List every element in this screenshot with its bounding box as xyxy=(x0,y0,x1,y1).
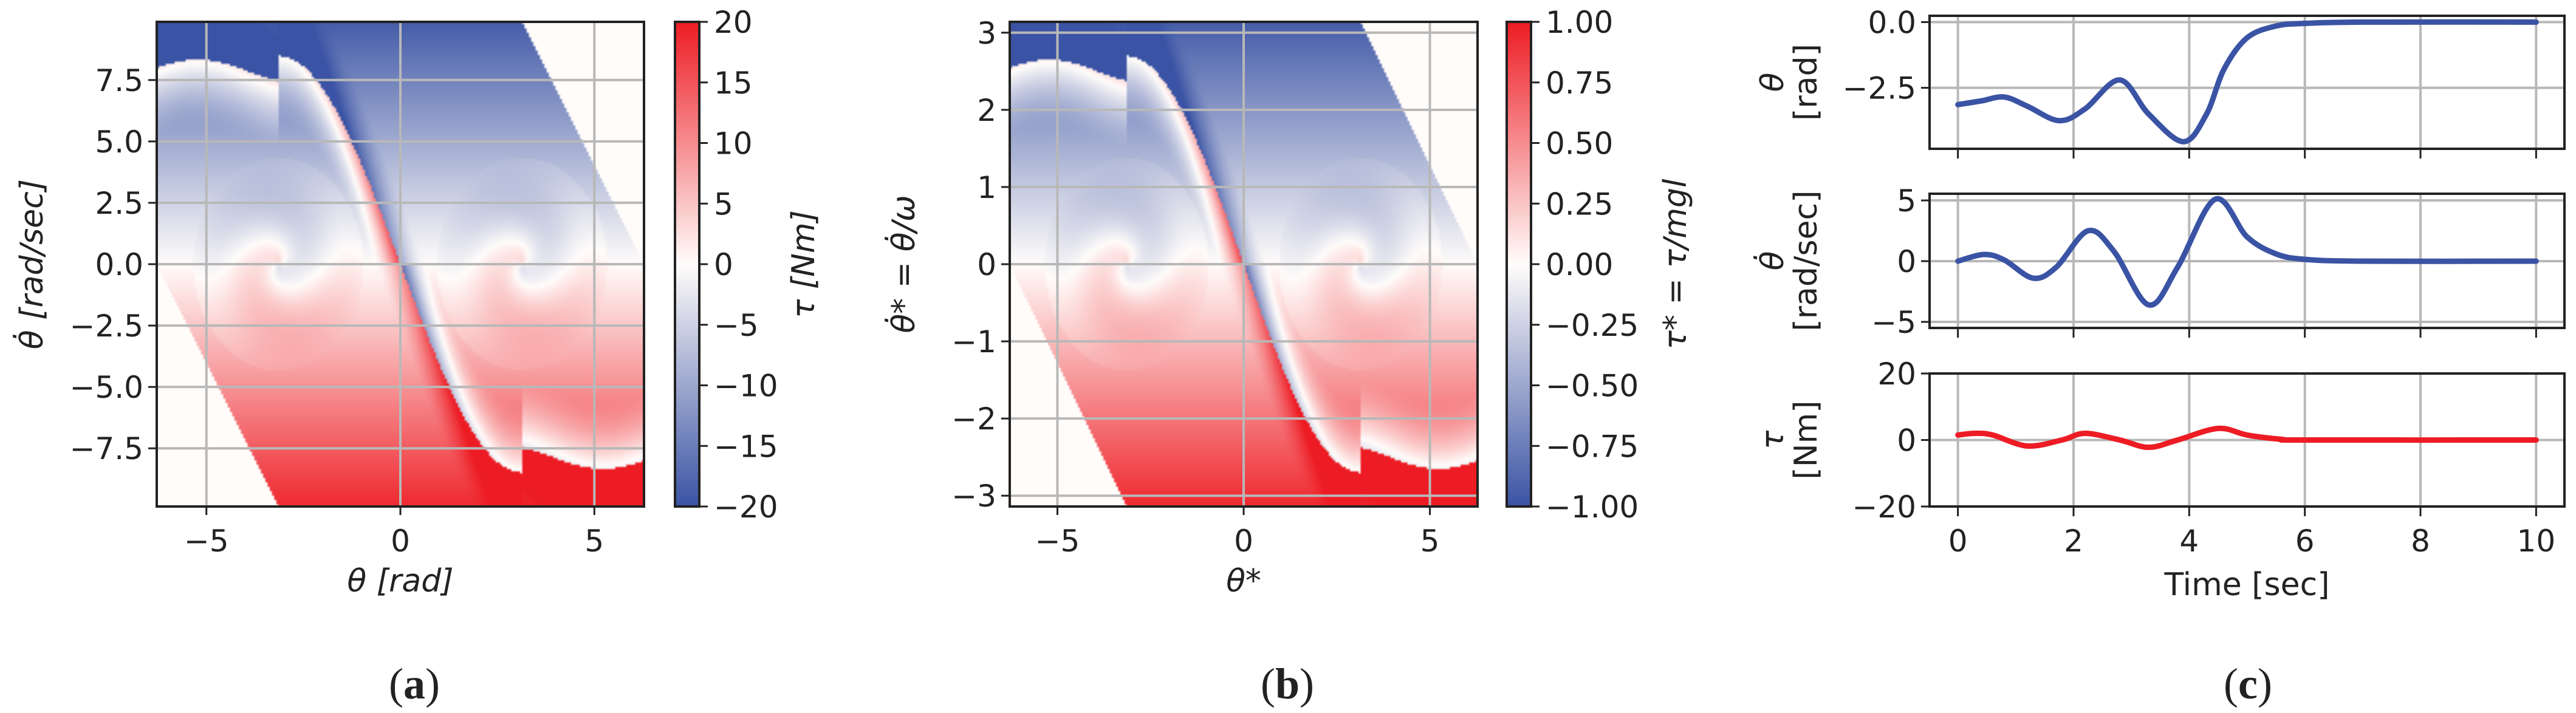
y-tick-label: −3 xyxy=(951,479,996,514)
caption-c: (c) xyxy=(2224,660,2272,708)
colorbar-scale xyxy=(674,21,701,508)
y-tick-label: 2.5 xyxy=(95,186,143,221)
y-tick-label: 0 xyxy=(1897,244,1916,279)
x-tick-label: −5 xyxy=(184,524,229,559)
colorbar-tick-label: −5 xyxy=(714,308,759,343)
colorbar-label: τ* = τ/mgl xyxy=(1657,179,1694,349)
caption-b: (b) xyxy=(1261,660,1314,708)
y-axis-unit: [rad/sec] xyxy=(1788,190,1824,331)
x-tick-label: 8 xyxy=(2411,524,2430,559)
y-axis-label: θ̇* = θ̇/ω xyxy=(885,195,922,333)
colorbar-tick-label: 0 xyxy=(714,247,733,282)
colorbar-scale xyxy=(1506,21,1532,508)
y-tick-label: 5.0 xyxy=(95,125,143,160)
y-tick-label: −2.5 xyxy=(1843,71,1916,106)
colorbar: −1.00 −0.75 −0.50 −0.25 0.00 0.25 0.50 0.75 1.00… xyxy=(1506,5,1694,525)
colorbar-tick-label: 5 xyxy=(714,186,733,222)
caption-a: (a) xyxy=(389,660,440,708)
y-tick-label: 0 xyxy=(977,247,996,282)
colorbar-tick-label: −0.75 xyxy=(1546,429,1639,464)
subplot-3: 0 2 4 6 8 10 20 0 −20 τ[Nm] xyxy=(1755,356,2566,559)
colorbar-tick-label: −15 xyxy=(714,429,778,464)
colorbar-tick-label: 20 xyxy=(714,5,753,40)
panel-b-heatmap: −5 0 5 −3 −2 −1 0 1 2 3 θ* θ̇* = θ̇/ω −1.00 −0.75 −0.5… xyxy=(885,5,1694,599)
y-tick-label: 1 xyxy=(977,170,996,205)
plot-frame xyxy=(1928,15,2566,150)
y-axis-label: θ̇ [rad/sec] xyxy=(13,179,50,349)
x-tick-label: 5 xyxy=(1420,524,1440,559)
colorbar: −20 −15 −10 −5 0 5 10 15 20 τ [Nm] xyxy=(674,5,822,525)
colorbar-tick-label: 0.00 xyxy=(1546,247,1613,282)
y-tick-label: −2.5 xyxy=(70,309,143,344)
subplot-1: 0.0 −2.5 θ[rad] xyxy=(1755,5,2566,159)
plot-frame xyxy=(1928,193,2566,329)
y-axis-label: θ xyxy=(1755,73,1791,92)
y-tick-label: 7.5 xyxy=(95,63,143,98)
colorbar-tick-label: −0.25 xyxy=(1546,308,1639,343)
series-line-3 xyxy=(1955,425,2539,451)
x-tick-label: 0 xyxy=(1948,524,1968,559)
y-tick-label: 20 xyxy=(1877,356,1916,392)
y-tick-label: 0.0 xyxy=(1868,5,1916,40)
x-tick-label: 0 xyxy=(391,524,410,559)
x-axis-label: Time [sec] xyxy=(2163,567,2329,603)
y-tick-label: −5.0 xyxy=(70,370,143,405)
colorbar-tick-label: 15 xyxy=(714,66,753,101)
y-tick-label: 2 xyxy=(977,93,996,128)
series-line-2 xyxy=(1955,196,2539,308)
x-tick-label: 5 xyxy=(584,524,604,559)
y-tick-label: −1 xyxy=(951,324,996,360)
y-axis-unit: [rad] xyxy=(1788,44,1824,121)
x-axis-label: θ [rad] xyxy=(347,563,453,599)
colorbar-tick-label: −1.00 xyxy=(1546,490,1639,525)
y-axis-label: θ̇ xyxy=(1754,251,1791,271)
y-tick-label: 0 xyxy=(1897,423,1916,459)
colorbar-tick-label: 0.50 xyxy=(1546,126,1613,162)
colorbar-tick-label: 10 xyxy=(714,126,753,162)
plot-frame xyxy=(1009,21,1479,508)
panel-a-heatmap: −5 0 5 −7.5 −5.0 −2.5 0.0 2.5 5.0 7.5 θ [rad] θ̇ [r… xyxy=(13,5,822,599)
y-tick-label: 5 xyxy=(1897,183,1916,219)
x-tick-label: 2 xyxy=(2064,524,2083,559)
x-tick-label: −5 xyxy=(1035,524,1080,559)
colorbar-tick-label: −10 xyxy=(714,369,778,404)
x-axis-label: θ* xyxy=(1226,563,1261,599)
x-tick-label: 6 xyxy=(2295,524,2315,559)
colorbar-label: τ [Nm] xyxy=(786,210,822,318)
plot-frame xyxy=(1928,372,2566,508)
x-tick-label: 0 xyxy=(1234,524,1253,559)
subplot-2: 5 0 −5 θ̇[rad/sec] xyxy=(1754,183,2566,340)
colorbar-tick-label: 1.00 xyxy=(1546,5,1613,40)
y-tick-label: −7.5 xyxy=(70,431,143,466)
colorbar-tick-label: 0.75 xyxy=(1546,66,1613,101)
y-tick-label: 0.0 xyxy=(95,247,143,282)
panel-c-time-series: 0.0 −2.5 θ[rad] 5 0 −5 θ̇[rad/sec] 0 2 4 6 8 10 20 0 −2… xyxy=(1754,5,2566,603)
colorbar-tick-label: −0.50 xyxy=(1546,369,1639,404)
y-tick-label: −2 xyxy=(951,401,996,437)
series-line-1 xyxy=(1955,19,2539,145)
y-tick-label: −5 xyxy=(1871,305,1916,340)
x-tick-label: 10 xyxy=(2517,524,2556,559)
plot-frame xyxy=(156,21,645,508)
y-tick-label: −20 xyxy=(1852,490,1916,525)
y-axis-label: τ xyxy=(1755,430,1791,449)
colorbar-tick-label: 0.25 xyxy=(1546,186,1613,222)
y-axis-unit: [Nm] xyxy=(1788,400,1824,479)
y-tick-label: 3 xyxy=(977,16,996,51)
x-tick-label: 4 xyxy=(2179,524,2199,559)
colorbar-tick-label: −20 xyxy=(714,490,778,525)
